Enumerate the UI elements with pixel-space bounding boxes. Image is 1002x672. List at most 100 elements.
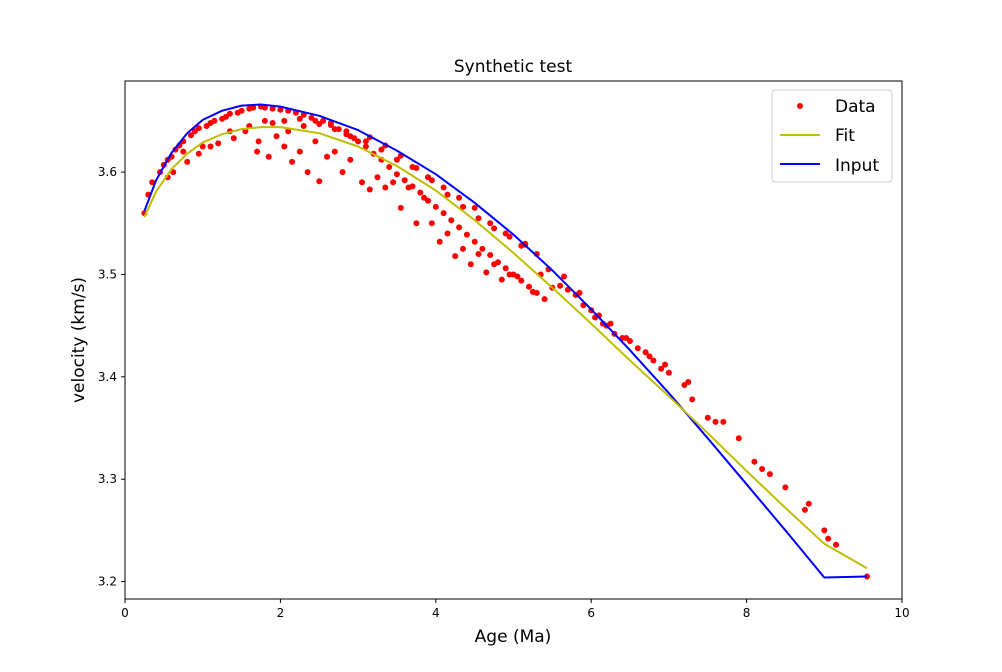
data-point bbox=[440, 210, 447, 217]
y-tick-label: 3.3 bbox=[98, 472, 117, 486]
data-point bbox=[541, 296, 548, 303]
data-point bbox=[393, 156, 400, 163]
data-point bbox=[685, 379, 692, 385]
x-tick-label: 0 bbox=[121, 606, 129, 620]
data-point bbox=[211, 117, 218, 124]
data-point bbox=[180, 148, 187, 155]
data-point bbox=[557, 282, 564, 289]
data-point bbox=[413, 165, 420, 171]
data-point bbox=[526, 283, 532, 290]
data-point bbox=[199, 143, 206, 150]
data-point bbox=[689, 396, 696, 403]
y-tick-label: 3.2 bbox=[98, 575, 117, 589]
legend-label-data: Data bbox=[835, 97, 876, 117]
data-point bbox=[366, 186, 373, 193]
data-point bbox=[355, 138, 362, 145]
data-point bbox=[382, 184, 389, 191]
data-point bbox=[207, 143, 214, 150]
data-point bbox=[514, 273, 521, 280]
data-point bbox=[452, 253, 459, 260]
data-point bbox=[401, 177, 408, 184]
data-point bbox=[665, 369, 672, 376]
data-point bbox=[483, 269, 490, 276]
data-point bbox=[261, 104, 268, 111]
plot-area bbox=[141, 103, 870, 580]
plot-frame bbox=[124, 80, 903, 600]
y-axis-label: velocity (km/s) bbox=[69, 277, 89, 403]
data-point bbox=[195, 125, 202, 132]
data-point bbox=[413, 220, 420, 227]
data-point bbox=[821, 527, 828, 534]
data-point bbox=[393, 171, 400, 178]
legend-box bbox=[771, 89, 893, 183]
data-point bbox=[397, 204, 404, 211]
series-input-line bbox=[143, 103, 868, 579]
data-point bbox=[331, 148, 338, 155]
x-axis: 0 2 4 6 8 10 bbox=[121, 599, 910, 620]
data-point bbox=[425, 197, 431, 204]
data-point bbox=[265, 153, 272, 160]
data-point bbox=[704, 414, 711, 421]
data-point bbox=[759, 466, 766, 472]
legend-data-marker bbox=[797, 103, 803, 109]
chart-title: Synthetic test bbox=[454, 57, 573, 77]
data-point bbox=[269, 120, 276, 126]
data-point bbox=[634, 345, 641, 352]
data-point bbox=[475, 215, 482, 222]
data-point bbox=[261, 117, 268, 124]
data-point bbox=[561, 273, 567, 280]
x-tick-label: 10 bbox=[894, 606, 909, 620]
data-point bbox=[576, 289, 583, 296]
data-point bbox=[456, 224, 463, 231]
data-point bbox=[281, 117, 288, 124]
data-point bbox=[324, 153, 330, 160]
data-point bbox=[623, 335, 630, 341]
data-point bbox=[428, 177, 435, 184]
y-axis: 3.2 3.3 3.4 3.5 3.6 bbox=[98, 165, 125, 589]
data-point bbox=[467, 261, 474, 268]
data-point bbox=[460, 245, 466, 252]
x-axis-label: Age (Ma) bbox=[475, 627, 552, 647]
data-point bbox=[801, 506, 808, 513]
data-point bbox=[506, 233, 513, 240]
data-point bbox=[720, 418, 727, 425]
data-point bbox=[343, 128, 350, 135]
data-point bbox=[312, 117, 319, 124]
data-point bbox=[432, 203, 439, 210]
data-point bbox=[386, 164, 393, 170]
data-point bbox=[475, 251, 482, 257]
legend-label-input: Input bbox=[835, 156, 879, 176]
data-point bbox=[359, 179, 365, 186]
data-point bbox=[409, 183, 416, 190]
data-point bbox=[331, 126, 338, 133]
data-point bbox=[378, 146, 385, 153]
data-point bbox=[646, 353, 653, 360]
data-point bbox=[250, 104, 257, 111]
data-point bbox=[254, 148, 261, 155]
data-point bbox=[184, 158, 191, 165]
data-point bbox=[805, 500, 812, 507]
data-point bbox=[502, 265, 509, 272]
data-point bbox=[498, 276, 505, 283]
data-point bbox=[436, 238, 443, 245]
data-point bbox=[390, 179, 397, 186]
data-point bbox=[658, 365, 665, 372]
data-point bbox=[226, 110, 233, 117]
x-tick-label: 4 bbox=[432, 606, 440, 620]
data-point bbox=[281, 143, 288, 150]
data-point bbox=[277, 106, 284, 113]
data-point bbox=[195, 150, 202, 157]
data-point bbox=[712, 418, 719, 425]
x-tick-label: 6 bbox=[587, 606, 595, 620]
legend-label-fit: Fit bbox=[835, 126, 855, 146]
x-tick-label: 2 bbox=[277, 606, 285, 620]
data-point bbox=[456, 194, 463, 201]
series-fit-line bbox=[143, 126, 868, 570]
x-tick-label: 8 bbox=[743, 606, 751, 620]
data-point bbox=[428, 220, 435, 227]
data-point bbox=[479, 245, 486, 252]
data-point bbox=[296, 115, 303, 122]
data-point bbox=[316, 178, 323, 185]
data-point bbox=[782, 484, 789, 491]
data-point bbox=[751, 458, 758, 465]
